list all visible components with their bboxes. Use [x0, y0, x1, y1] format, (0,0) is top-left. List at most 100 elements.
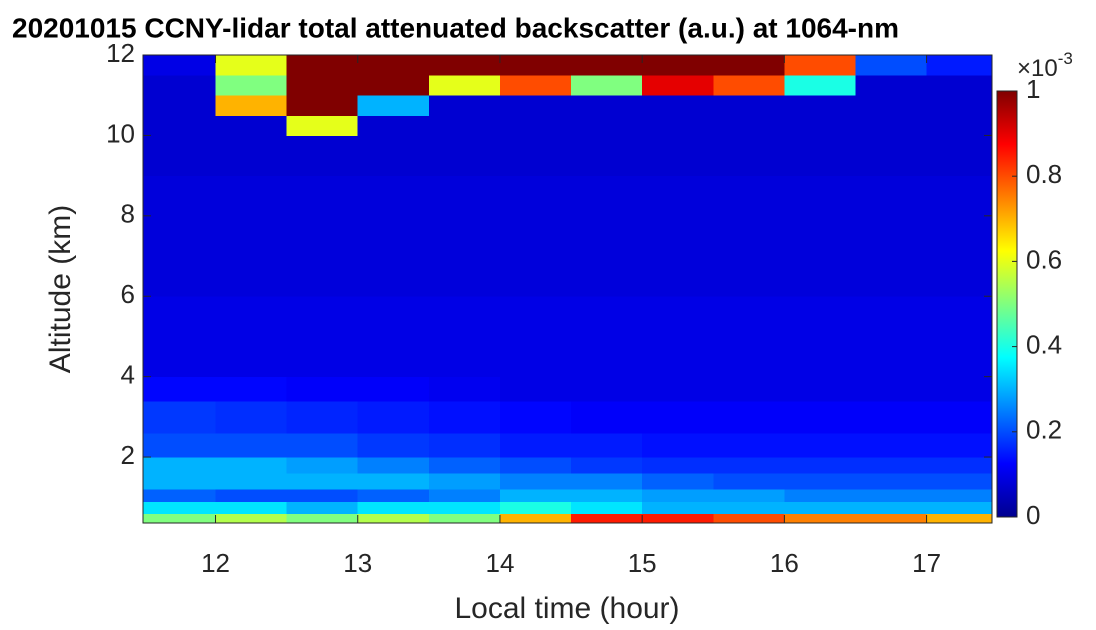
heatmap-cell — [571, 135, 643, 177]
heatmap-cell — [571, 473, 643, 490]
heatmap-cell — [642, 115, 714, 136]
heatmap-cell — [926, 489, 993, 502]
heatmap-cell — [784, 175, 856, 297]
heatmap-cell — [357, 175, 430, 297]
y-tick-label: 12 — [106, 38, 135, 68]
heatmap-cell — [143, 115, 217, 136]
heatmap-cell — [428, 457, 501, 474]
heatmap-cell — [784, 457, 856, 474]
heatmap-cell — [855, 432, 928, 458]
chart-title: 20201015 CCNY-lidar total attenuated bac… — [12, 12, 899, 43]
heatmap-cell — [571, 115, 643, 136]
heatmap-cell — [642, 473, 714, 490]
heatmap-cell — [357, 115, 430, 136]
heatmap-cell — [357, 296, 430, 378]
heatmap-cell — [215, 175, 288, 297]
heatmap-cell — [784, 55, 856, 76]
heatmap-cell — [926, 135, 993, 177]
heatmap-cell — [713, 175, 785, 297]
heatmap-cell — [855, 501, 928, 514]
heatmap-cell — [855, 75, 928, 96]
heatmap-cell — [428, 376, 501, 402]
heatmap-cell — [926, 400, 993, 434]
heatmap-cell — [571, 376, 643, 402]
heatmap-cell — [784, 473, 856, 490]
colorbar-tick-label: 0.8 — [1026, 159, 1062, 189]
heatmap-cell — [571, 432, 643, 458]
heatmap-cell — [286, 457, 359, 474]
heatmap-cell — [215, 457, 288, 474]
y-tick-label: 2 — [121, 440, 135, 470]
x-tick-label: 13 — [343, 548, 372, 578]
colorbar-tick-label: 1 — [1026, 74, 1040, 104]
heatmap-cell — [499, 400, 572, 434]
x-tick-label: 16 — [770, 548, 799, 578]
heatmap-cell — [215, 489, 288, 502]
heatmap-cell — [357, 457, 430, 474]
heatmap-cell — [571, 489, 643, 502]
heatmap-cell — [571, 513, 643, 524]
heatmap-cell — [286, 400, 359, 434]
heatmap-cell — [286, 432, 359, 458]
heatmap-cell — [855, 135, 928, 177]
heatmap-cell — [926, 473, 993, 490]
colorbar-tick-label: 0.2 — [1026, 415, 1062, 445]
heatmap-cell — [784, 432, 856, 458]
x-tick-label: 17 — [912, 548, 941, 578]
heatmap-cell — [286, 376, 359, 402]
heatmap-cell — [571, 296, 643, 378]
heatmap-cell — [855, 296, 928, 378]
heatmap-cell — [143, 501, 217, 514]
heatmap-cell — [784, 376, 856, 402]
heatmap-cell — [642, 296, 714, 378]
heatmap-cell — [642, 501, 714, 514]
colorbar-multiplier: ×10-3 — [1017, 49, 1073, 82]
heatmap-cell — [428, 95, 501, 116]
heatmap-cell — [855, 55, 928, 76]
heatmap-cell — [428, 55, 501, 76]
heatmap-cell — [286, 75, 359, 96]
heatmap-cell — [642, 489, 714, 502]
heatmap-cell — [642, 457, 714, 474]
heatmap-cell — [215, 376, 288, 402]
heatmap-cell — [499, 135, 572, 177]
heatmap-cell — [357, 432, 430, 458]
heatmap-cell — [499, 432, 572, 458]
heatmap-cell — [215, 115, 288, 136]
heatmap-cell — [642, 175, 714, 297]
heatmap-cell — [713, 115, 785, 136]
heatmap-cell — [428, 489, 501, 502]
heatmap-cell — [215, 513, 288, 524]
heatmap-cell — [357, 55, 430, 76]
heatmap-cell — [926, 501, 993, 514]
heatmap-cell — [713, 513, 785, 524]
heatmap-cell — [357, 473, 430, 490]
heatmap-cell — [784, 501, 856, 514]
heatmap-cell — [499, 95, 572, 116]
heatmap-cell — [713, 55, 785, 76]
heatmap-cell — [428, 501, 501, 514]
heatmap-cell — [143, 457, 217, 474]
heatmap-cell — [499, 473, 572, 490]
y-tick-label: 8 — [121, 199, 135, 229]
heatmap-cell — [571, 75, 643, 96]
heatmap-cell — [784, 489, 856, 502]
colorbar-exponent: -3 — [1058, 49, 1073, 68]
heatmap-cell — [428, 473, 501, 490]
heatmap-cell — [215, 75, 288, 96]
heatmap-cell — [499, 513, 572, 524]
heatmap-cell — [143, 473, 217, 490]
heatmap-cell — [571, 175, 643, 297]
heatmap-cell — [713, 501, 785, 514]
y-tick-label: 6 — [121, 279, 135, 309]
heatmap-cell — [143, 400, 217, 434]
heatmap-cell — [143, 75, 217, 96]
heatmap-cell — [855, 115, 928, 136]
heatmap-cell — [642, 95, 714, 116]
heatmap-cell — [428, 75, 501, 96]
heatmap-cell — [143, 175, 217, 297]
heatmap-cell — [713, 432, 785, 458]
heatmap-cell — [286, 95, 359, 116]
heatmap-cell — [642, 400, 714, 434]
heatmap-cell — [215, 55, 288, 76]
